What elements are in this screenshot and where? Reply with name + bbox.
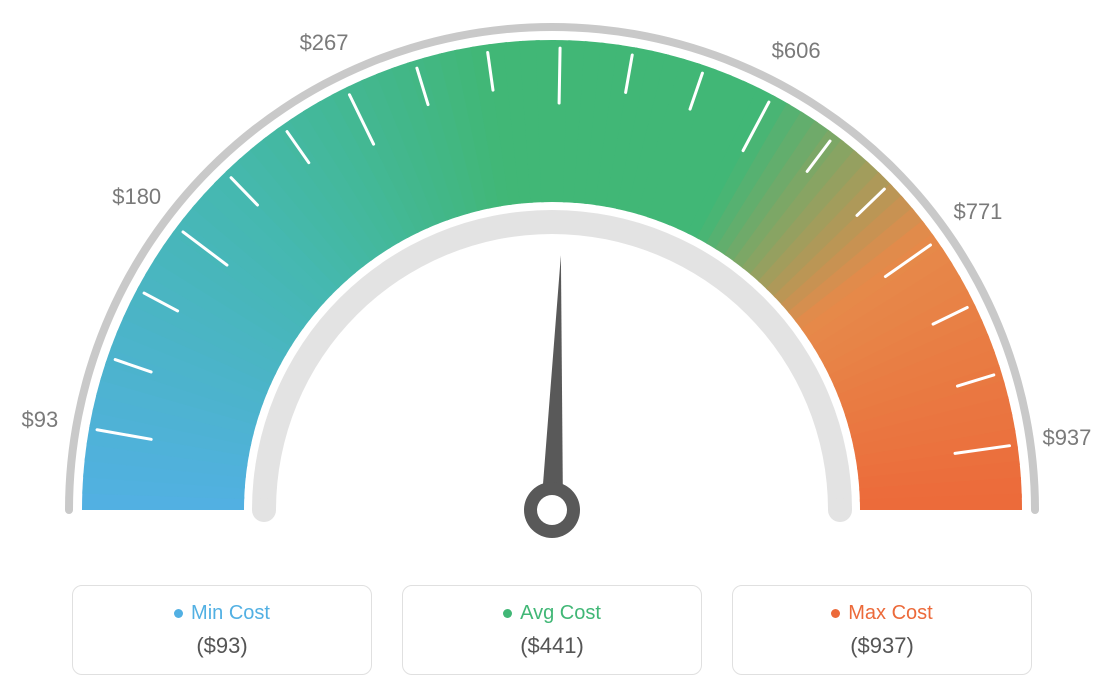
gauge-chart-container: $93 $180 $267 $441 $606 $771 $937 Min Cost ($93… <box>0 0 1104 690</box>
dot-icon <box>831 609 840 618</box>
legend-row: Min Cost ($93) Avg Cost ($441) Max Cost ($937… <box>0 585 1104 675</box>
tick-label: $937 <box>1042 425 1091 451</box>
legend-card: Avg Cost ($441) <box>402 585 702 675</box>
legend-value: ($441) <box>520 633 584 659</box>
legend-label: Avg Cost <box>503 602 601 625</box>
tick-label: $771 <box>953 199 1002 225</box>
dot-icon <box>503 609 512 618</box>
tick-label: $180 <box>112 184 161 210</box>
legend-label-text: Max Cost <box>848 602 932 625</box>
tick-label: $441 <box>537 0 586 3</box>
legend-label-text: Avg Cost <box>520 602 601 625</box>
gauge-svg <box>0 0 1104 570</box>
legend-card: Max Cost ($937) <box>732 585 1032 675</box>
legend-label: Min Cost <box>174 602 270 625</box>
tick-label: $93 <box>22 407 59 433</box>
dot-icon <box>174 609 183 618</box>
tick-label: $606 <box>772 38 821 64</box>
tick-label: $267 <box>300 30 349 56</box>
gauge-area: $93 $180 $267 $441 $606 $771 $937 <box>0 0 1104 570</box>
legend-card: Min Cost ($93) <box>72 585 372 675</box>
legend-value: ($93) <box>196 633 247 659</box>
legend-label: Max Cost <box>831 602 932 625</box>
tick <box>559 48 560 103</box>
needle-pivot-hole <box>537 495 567 525</box>
legend-label-text: Min Cost <box>191 602 270 625</box>
needle <box>541 255 563 510</box>
legend-value: ($937) <box>850 633 914 659</box>
